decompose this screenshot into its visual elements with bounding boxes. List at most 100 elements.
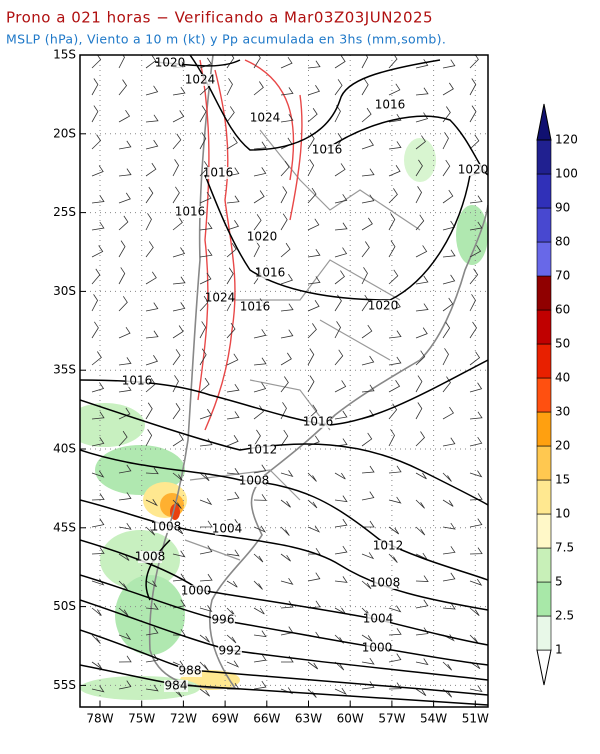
colorbar-label: 5 — [555, 575, 563, 589]
wind-barb — [469, 493, 483, 501]
wind-barb — [280, 160, 290, 177]
isobar-label: 988 — [179, 664, 202, 678]
colorbar-box — [536, 343, 552, 379]
wind-barb — [172, 302, 186, 312]
lon-label: 51W — [462, 712, 489, 726]
wind-barb — [442, 472, 452, 482]
wind-barb — [415, 87, 429, 96]
wind-barb — [226, 220, 240, 231]
subtitle: MSLP (hPa), Viento a 10 m (kt) y Pp acum… — [6, 32, 446, 47]
wind-barb — [415, 245, 428, 258]
wind-barb — [334, 438, 348, 447]
wind-barb — [307, 60, 321, 69]
precipitation — [80, 138, 488, 700]
wind-barb — [145, 271, 157, 285]
colorbar-label: 10 — [555, 507, 570, 521]
wind-barb — [145, 139, 159, 150]
wind-barb — [226, 411, 240, 420]
wind-barb — [199, 520, 213, 528]
lon-label: 72W — [170, 712, 197, 726]
wind-barb — [361, 520, 375, 528]
wind-barb — [118, 79, 128, 96]
isobar-label: 1020 — [155, 56, 186, 70]
wind-barb — [469, 294, 476, 312]
wind-barb — [91, 382, 105, 393]
wind-barb — [253, 630, 267, 638]
wind-barb — [226, 607, 236, 617]
label-bg — [253, 112, 277, 124]
wind-barb — [118, 430, 128, 447]
wind-barb — [361, 634, 373, 642]
isobar-label: 992 — [219, 644, 242, 658]
colorbar-label: 90 — [555, 201, 570, 215]
wind-barb — [388, 165, 401, 177]
wind-barb — [361, 168, 375, 177]
isobar-label: 1024 — [185, 73, 216, 87]
wind-barb — [145, 684, 159, 692]
wind-barb — [253, 190, 265, 204]
wind-barb — [388, 496, 402, 504]
wind-barb — [388, 83, 401, 96]
wind-barb — [91, 437, 105, 447]
wind-barb — [145, 85, 159, 96]
wind-barb — [280, 352, 292, 366]
wind-barb — [226, 136, 238, 150]
wind-barb — [91, 321, 99, 339]
wind-barb — [280, 303, 294, 312]
lon-label: 57W — [378, 712, 405, 726]
wind-barb — [145, 213, 152, 231]
wind-barb — [388, 113, 402, 123]
wind-barb — [388, 240, 396, 258]
isobar-label: 1016 — [303, 415, 334, 429]
label-bg — [218, 645, 242, 657]
wind-barb — [442, 522, 456, 530]
colorbar-top — [536, 103, 552, 141]
wind-barb — [469, 105, 477, 123]
wind-barb — [469, 607, 480, 616]
wind-barb — [226, 580, 238, 588]
wind-barb — [253, 653, 267, 663]
wind-barb — [91, 221, 105, 231]
wind-barb — [226, 167, 240, 177]
wind-barb — [253, 329, 267, 339]
colorbar-label: 120 — [555, 133, 578, 147]
lon-label: 63W — [295, 712, 322, 726]
wind-barb — [469, 321, 477, 339]
label-bg — [138, 551, 162, 563]
label-bg — [306, 416, 330, 428]
isobar-label: 1008 — [239, 474, 270, 488]
wind-barb — [253, 680, 267, 690]
label-bg — [250, 231, 274, 243]
wind-barb — [361, 267, 368, 285]
wind-barb — [469, 547, 483, 555]
wind-barb — [307, 375, 315, 393]
wind-barb — [415, 658, 429, 666]
wind-barb — [253, 141, 267, 150]
wind-barb — [91, 547, 105, 555]
wind-barb — [415, 499, 425, 509]
wind-barb — [253, 167, 267, 177]
wind-barb — [469, 268, 479, 285]
wind-barb — [91, 245, 104, 258]
wind-barb — [253, 214, 262, 231]
wind-barb — [334, 495, 348, 503]
wind-barb — [118, 522, 132, 530]
wind-barb — [199, 57, 212, 69]
wind-barb — [469, 134, 480, 150]
wind-barb — [199, 605, 213, 613]
wind-barb — [91, 470, 105, 478]
wind-barb — [172, 375, 179, 393]
colorbar-box — [536, 173, 552, 209]
map-area: 1020 1024 1024 1016 1016 1016 1016 1020 1020 1016… — [80, 55, 488, 707]
wind-barb — [334, 576, 348, 583]
colorbar-label: 70 — [555, 269, 570, 283]
isobar-label: 1024 — [250, 111, 281, 125]
colorbar-box — [536, 581, 552, 617]
wind-barb — [334, 270, 345, 285]
wind-barb — [118, 168, 132, 177]
wind-barb — [199, 132, 207, 150]
wind-barb — [91, 411, 105, 420]
wind-barb — [199, 688, 210, 697]
lat-label: 40S — [53, 442, 76, 456]
wind-barb — [442, 546, 456, 555]
